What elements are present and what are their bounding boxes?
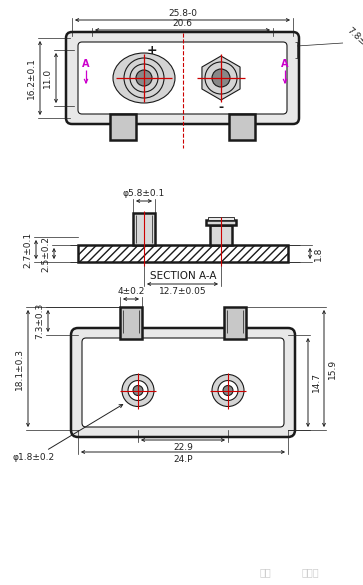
Text: 1.8: 1.8 bbox=[314, 246, 323, 261]
Text: φ1.8±0.2: φ1.8±0.2 bbox=[13, 404, 123, 463]
FancyBboxPatch shape bbox=[66, 32, 299, 124]
Bar bbox=[208, 217, 234, 220]
Text: 7.3±0.3: 7.3±0.3 bbox=[35, 303, 44, 339]
Circle shape bbox=[128, 380, 148, 401]
Text: +: + bbox=[147, 43, 157, 57]
Text: 18.1±0.3: 18.1±0.3 bbox=[15, 347, 24, 390]
Bar bbox=[224, 307, 246, 339]
Text: A: A bbox=[82, 59, 90, 69]
Text: 11.0: 11.0 bbox=[43, 68, 52, 88]
Text: 4±0.2: 4±0.2 bbox=[117, 287, 145, 297]
Circle shape bbox=[223, 386, 233, 395]
Bar bbox=[206, 220, 236, 225]
Text: -: - bbox=[219, 102, 224, 115]
Text: φ5.8±0.1: φ5.8±0.1 bbox=[123, 190, 165, 198]
Text: 值得买: 值得买 bbox=[301, 567, 319, 577]
Text: 2.5±0.2: 2.5±0.2 bbox=[41, 236, 50, 271]
Text: 16.2±0.1: 16.2±0.1 bbox=[27, 57, 36, 99]
Bar bbox=[229, 114, 255, 140]
Text: 15.9: 15.9 bbox=[328, 359, 337, 378]
Text: 22.9: 22.9 bbox=[173, 443, 193, 453]
Bar bbox=[110, 114, 136, 140]
Circle shape bbox=[212, 374, 244, 407]
Circle shape bbox=[133, 386, 143, 395]
Text: 20.6: 20.6 bbox=[172, 19, 192, 27]
Bar bbox=[78, 245, 288, 262]
Text: 12.7±0.05: 12.7±0.05 bbox=[159, 287, 206, 297]
Polygon shape bbox=[202, 56, 240, 100]
FancyBboxPatch shape bbox=[82, 338, 284, 427]
Text: 7.8±0.1: 7.8±0.1 bbox=[345, 26, 363, 57]
Bar bbox=[210, 225, 232, 245]
Text: SECTION A-A: SECTION A-A bbox=[150, 271, 216, 281]
Circle shape bbox=[136, 70, 152, 86]
Bar bbox=[133, 213, 155, 245]
Text: 14.7: 14.7 bbox=[312, 373, 321, 393]
Circle shape bbox=[122, 374, 154, 407]
Text: 2.7±0.1: 2.7±0.1 bbox=[23, 232, 32, 267]
Ellipse shape bbox=[113, 53, 175, 103]
Circle shape bbox=[218, 380, 238, 401]
Text: A: A bbox=[281, 59, 289, 69]
Text: 25.8-0: 25.8-0 bbox=[168, 9, 197, 18]
FancyBboxPatch shape bbox=[71, 328, 295, 437]
Bar bbox=[120, 307, 142, 339]
Text: 24.P: 24.P bbox=[173, 456, 193, 464]
Circle shape bbox=[212, 69, 230, 87]
FancyBboxPatch shape bbox=[78, 42, 287, 114]
Text: 什么: 什么 bbox=[259, 567, 271, 577]
